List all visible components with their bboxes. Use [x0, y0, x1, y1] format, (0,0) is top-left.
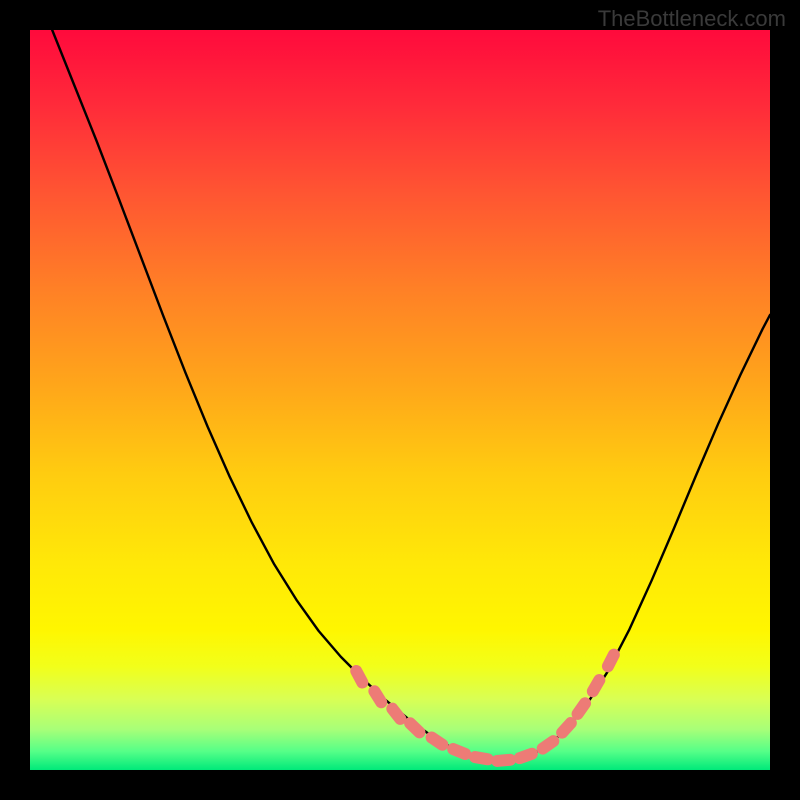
curve-layer	[30, 30, 770, 770]
curve-markers	[348, 647, 622, 768]
chart-stage: TheBottleneck.com	[0, 0, 800, 800]
bottleneck-curve	[52, 30, 770, 761]
curve-marker	[445, 741, 473, 761]
watermark-text: TheBottleneck.com	[598, 6, 786, 32]
plot-frame	[30, 30, 770, 770]
curve-marker	[468, 750, 495, 766]
curve-marker	[366, 683, 389, 711]
curve-marker	[512, 746, 540, 766]
curve-marker	[491, 753, 517, 767]
